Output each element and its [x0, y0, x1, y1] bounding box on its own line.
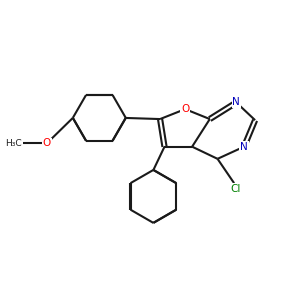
Text: N: N — [232, 98, 240, 107]
Text: H₃C: H₃C — [5, 139, 22, 148]
Text: N: N — [240, 142, 248, 152]
Text: Cl: Cl — [230, 184, 240, 194]
Text: O: O — [181, 104, 189, 114]
Text: O: O — [43, 138, 51, 148]
